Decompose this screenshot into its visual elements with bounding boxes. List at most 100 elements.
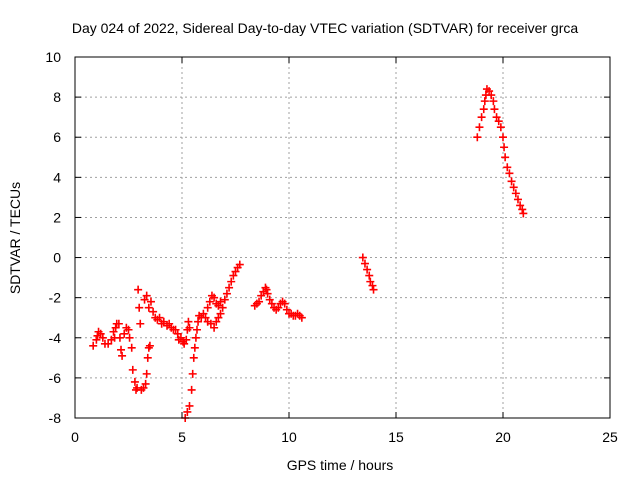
data-point <box>509 183 518 192</box>
data-point <box>127 343 136 352</box>
data-point <box>189 353 198 362</box>
data-point <box>111 323 120 332</box>
y-tick-label: -4 <box>49 330 62 346</box>
data-point <box>98 333 107 342</box>
data-point <box>363 265 372 274</box>
data-point <box>176 333 185 342</box>
data-point <box>92 335 101 344</box>
data-point <box>280 299 289 308</box>
data-point <box>360 259 369 268</box>
data-point <box>139 383 148 392</box>
data-point <box>142 291 151 300</box>
data-point <box>191 333 200 342</box>
data-point <box>492 113 501 122</box>
data-point <box>494 117 503 126</box>
data-point <box>125 333 134 342</box>
y-axis-label: SDTVAR / TECUs <box>7 182 23 294</box>
data-point <box>96 329 105 338</box>
data-point <box>128 365 137 374</box>
data-point <box>511 189 520 198</box>
data-point <box>205 297 214 306</box>
data-point <box>503 163 512 172</box>
y-tick-label: -8 <box>49 410 62 426</box>
data-point <box>231 267 240 276</box>
data-point <box>496 123 505 132</box>
data-point <box>518 205 527 214</box>
data-point <box>188 369 197 378</box>
y-tick-label: 10 <box>45 49 61 65</box>
y-tick-label: -6 <box>49 370 62 386</box>
x-tick-label: 10 <box>281 429 297 445</box>
data-point <box>282 305 291 314</box>
data-point <box>117 345 126 354</box>
data-point <box>263 289 272 298</box>
y-tick-label: 0 <box>53 250 61 266</box>
data-point <box>499 133 507 142</box>
data-point <box>216 309 225 318</box>
data-point <box>265 295 274 304</box>
data-point <box>171 325 180 334</box>
data-point <box>480 97 489 106</box>
data-point <box>142 369 151 378</box>
data-point <box>155 313 164 322</box>
data-point <box>220 295 229 304</box>
data-point <box>210 323 219 332</box>
y-tick-label: 4 <box>53 169 61 185</box>
data-point <box>222 289 231 298</box>
data-point <box>149 307 158 316</box>
x-tick-label: 20 <box>495 429 511 445</box>
data-point <box>475 123 484 132</box>
data-point <box>184 317 193 326</box>
data-point <box>262 285 271 294</box>
data-point <box>206 319 215 328</box>
data-point <box>192 325 201 334</box>
data-point <box>185 323 194 332</box>
data-point <box>199 309 208 318</box>
data-point <box>135 303 144 312</box>
data-point <box>141 379 150 388</box>
data-point <box>114 319 123 328</box>
data-point <box>109 327 118 336</box>
data-point <box>182 335 191 344</box>
y-tick-label: 2 <box>53 209 61 225</box>
data-point <box>490 105 499 114</box>
data-point <box>185 401 194 410</box>
data-point <box>225 283 234 292</box>
data-point <box>118 351 127 360</box>
plot-frame <box>74 56 611 419</box>
chart-title: Day 024 of 2022, Sidereal Day-to-day VTE… <box>72 20 578 36</box>
data-point <box>501 153 510 162</box>
data-point <box>255 297 264 306</box>
data-point <box>257 291 266 300</box>
data-point <box>507 177 516 186</box>
data-point <box>505 169 514 178</box>
data-point <box>159 317 168 326</box>
data-point <box>358 253 367 262</box>
data-point <box>485 87 494 96</box>
data-point <box>183 407 192 416</box>
data-point <box>218 303 227 312</box>
data-point <box>369 285 378 294</box>
data-point <box>500 143 509 152</box>
data-point <box>297 313 306 322</box>
data-point <box>140 295 149 304</box>
data-point <box>235 260 244 269</box>
data-point <box>214 301 223 310</box>
x-axis-label: GPS time / hours <box>287 457 394 473</box>
axis-ticks: 0 5 10 15 20 25 -8 -6 -4 -2 0 2 4 6 8 10 <box>45 49 618 445</box>
x-tick-label: 5 <box>178 429 186 445</box>
data-point <box>267 299 276 308</box>
data-point <box>477 113 486 122</box>
data-point <box>104 339 113 348</box>
data-point <box>180 339 189 348</box>
data-point <box>190 343 199 352</box>
data-point <box>201 313 210 322</box>
data-point <box>143 353 152 362</box>
data-point <box>519 209 528 218</box>
data-point <box>144 303 153 312</box>
data-point <box>227 277 236 286</box>
data-point <box>229 271 238 280</box>
data-point <box>487 91 496 100</box>
data-point <box>513 195 522 204</box>
data-point <box>216 297 225 306</box>
